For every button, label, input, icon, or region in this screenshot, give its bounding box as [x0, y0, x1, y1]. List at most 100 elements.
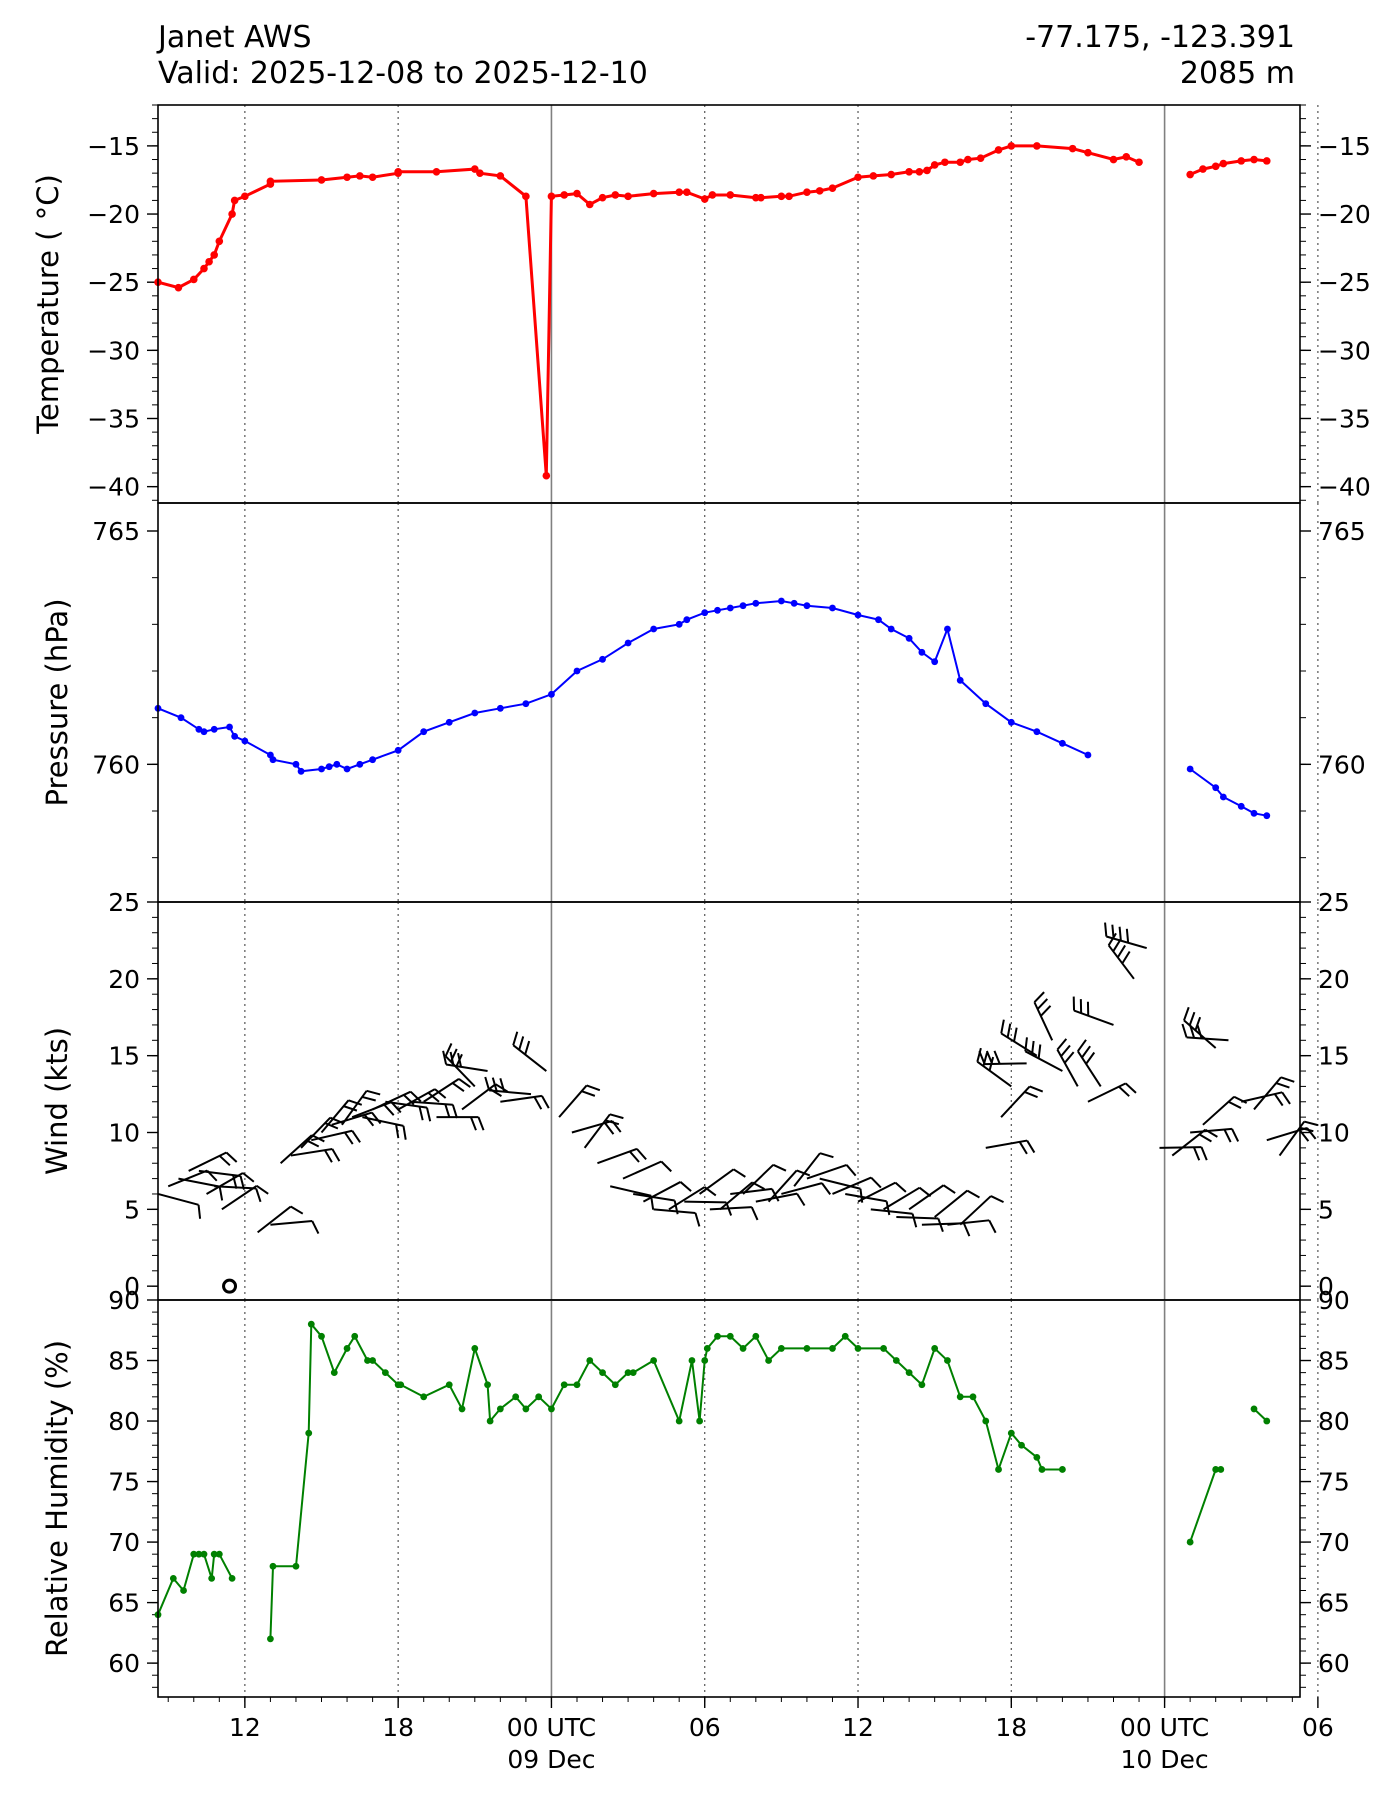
y-axis-label: Wind (kts) — [40, 1027, 74, 1175]
wind-barb-flag — [586, 1084, 601, 1092]
wind-barb-staff — [257, 1205, 292, 1234]
y-tick-label-right: 80 — [1318, 1407, 1350, 1436]
y-tick-label-right: −40 — [1318, 473, 1371, 502]
temperature-point — [869, 172, 878, 180]
wind-barb-flag — [1024, 1037, 1028, 1052]
pressure-point — [297, 767, 305, 775]
wind-barb-flag — [533, 1096, 543, 1110]
wind-barb-staff — [157, 1193, 199, 1206]
wind-barb-staff — [597, 1147, 638, 1165]
wind-barb-staff — [819, 1177, 861, 1190]
pressure-point — [496, 704, 504, 712]
humidity-point — [611, 1381, 619, 1389]
wind-barb-flag — [1121, 950, 1131, 964]
wind-barb-staff — [1106, 935, 1147, 950]
wind-barb-staff — [583, 1113, 611, 1149]
wind-barb-flag — [1018, 1141, 1028, 1155]
wind-barb-flag — [524, 1040, 531, 1055]
humidity-point — [1007, 1429, 1015, 1437]
wind-barb-flag — [311, 1220, 320, 1235]
temperature-point — [230, 196, 239, 205]
humidity-point — [343, 1345, 351, 1352]
humidity-point — [701, 1357, 709, 1364]
humidity-point — [688, 1357, 696, 1364]
wind-barb-flag — [870, 1176, 882, 1189]
wind-barb-staff — [1087, 1082, 1127, 1103]
wind-barb-flag — [491, 1077, 498, 1092]
pressure-point — [471, 709, 479, 717]
pressure-point — [210, 725, 218, 733]
wind-barb-flag — [636, 1148, 647, 1161]
wind-barb-flag — [255, 1188, 262, 1203]
temperature-point — [189, 275, 198, 284]
x-tick-label: 09 Dec — [507, 1745, 595, 1774]
wind-barb-staff — [908, 1184, 945, 1211]
wind-barb-flag — [1033, 991, 1045, 1003]
humidity-point — [675, 1417, 683, 1425]
wind-barb-flag — [733, 1168, 746, 1178]
wind-barb-staff — [767, 1169, 798, 1203]
temperature-point — [368, 173, 377, 182]
wind-barb-staff — [198, 1169, 241, 1178]
pressure-point — [241, 737, 249, 745]
wind-barb-flag — [1112, 938, 1122, 952]
pressure-series-line — [1189, 768, 1267, 817]
humidity-point — [458, 1405, 466, 1413]
temperature-point — [215, 237, 224, 246]
humidity-point — [777, 1345, 785, 1352]
wind-barb-flag — [442, 1050, 448, 1065]
humidity-series-line — [1189, 1468, 1221, 1543]
humidity-point — [803, 1345, 811, 1352]
temperature-point — [210, 251, 219, 259]
y-tick-label-left: 90 — [108, 1286, 140, 1315]
humidity-point — [969, 1393, 977, 1401]
y-tick-label-left: −20 — [87, 200, 140, 229]
wind-barb-staff — [167, 1169, 208, 1188]
temperature-point — [905, 167, 913, 176]
pressure-point — [887, 625, 895, 633]
y-tick-label-left: 25 — [108, 888, 140, 917]
wind-barb-staff — [806, 1163, 847, 1180]
wind-barb-flag — [1281, 1091, 1291, 1105]
wind-barb-flag — [1299, 1126, 1314, 1133]
y-tick-label-left: −25 — [87, 268, 140, 297]
humidity-point — [200, 1550, 208, 1558]
humidity-point — [369, 1357, 377, 1364]
wind-barb-flag — [885, 1201, 891, 1216]
wind-barb-flag — [402, 1125, 407, 1140]
y-tick-label-right: 20 — [1318, 965, 1350, 994]
wind-barb-staff — [461, 1083, 497, 1111]
y-tick-label-left: −40 — [87, 473, 140, 502]
wind-barb-flag — [361, 1095, 376, 1102]
wind-barb-staff — [1266, 1126, 1308, 1142]
wind-barb-flag — [1013, 1027, 1018, 1042]
wind-barb-flag — [1125, 1082, 1137, 1094]
humidity-point — [190, 1550, 198, 1558]
y-tick-label-left: −30 — [87, 336, 140, 365]
humidity-point — [215, 1550, 223, 1558]
humidity-point — [560, 1381, 568, 1389]
humidity-point — [486, 1417, 494, 1425]
pressure-point — [777, 597, 785, 605]
temperature-point — [394, 167, 402, 176]
wind-barb-staff — [558, 1084, 588, 1118]
humidity-point — [318, 1332, 325, 1340]
temperature-point — [1262, 157, 1271, 165]
wind-barb-flag — [457, 1052, 462, 1068]
pressure-point — [292, 760, 300, 768]
pressure-point — [522, 700, 530, 708]
wind-barb-flag — [1060, 1044, 1071, 1057]
pressure-point — [803, 602, 811, 610]
humidity-point — [573, 1381, 581, 1389]
pressure-point — [269, 756, 277, 764]
x-tick-label: 00 UTC — [1120, 1713, 1209, 1742]
y-tick-label-right: 75 — [1318, 1468, 1350, 1497]
humidity-point — [1033, 1453, 1041, 1461]
wind-barb-staff — [709, 1206, 752, 1211]
wind-barb-staff — [947, 1219, 990, 1226]
wind-barb-flag — [1183, 1006, 1190, 1021]
wind-barb-flag — [290, 1205, 304, 1215]
x-tick-label: 18 — [995, 1713, 1027, 1742]
temperature-point — [317, 176, 326, 184]
wind-barb-flag — [324, 1149, 333, 1163]
